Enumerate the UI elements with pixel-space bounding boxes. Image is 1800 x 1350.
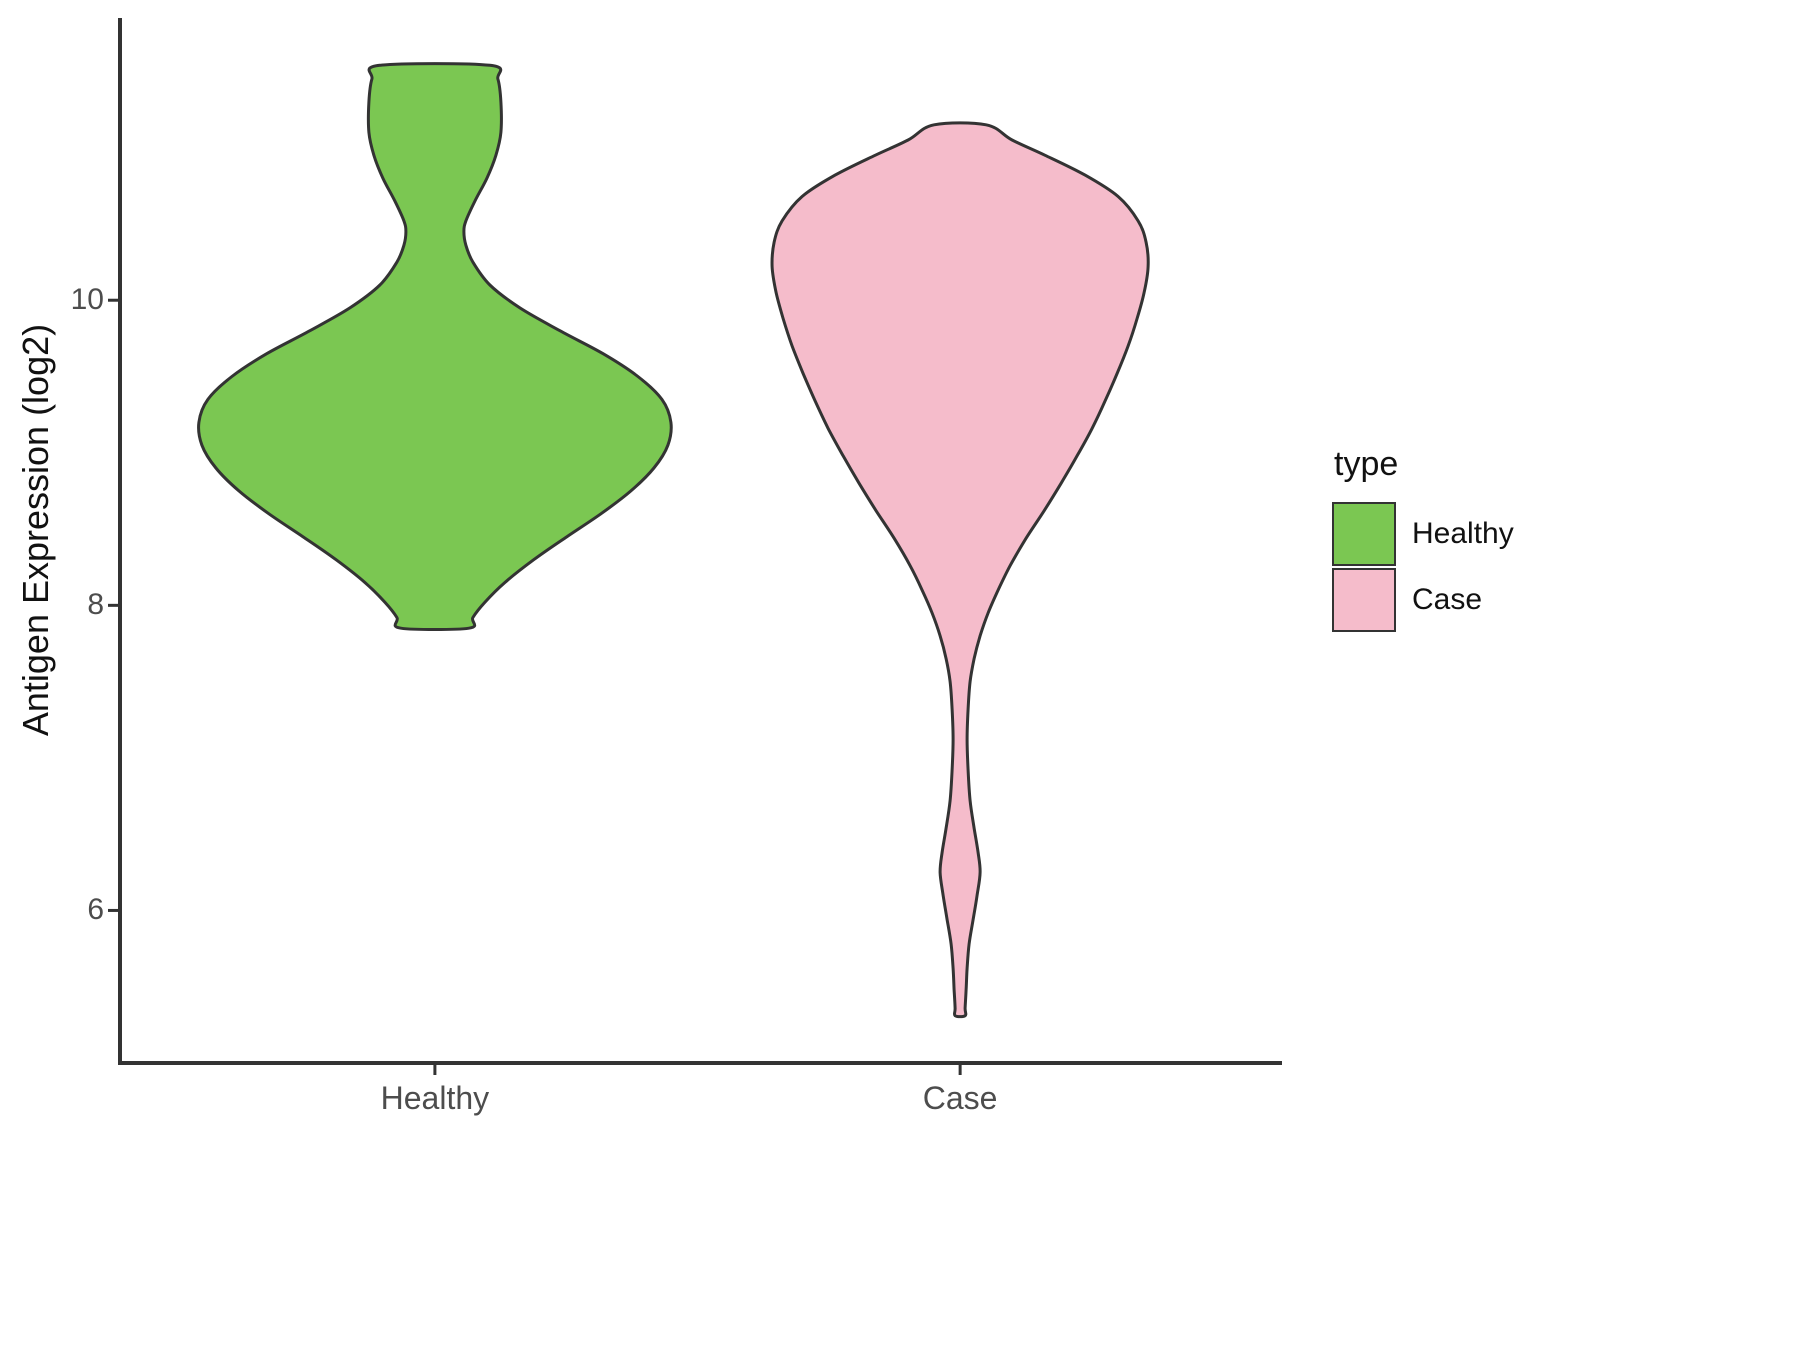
y-tick-label-10: 10: [70, 283, 104, 317]
legend-title: type: [1334, 445, 1399, 483]
legend-label-case: Case: [1412, 583, 1483, 616]
legend-item-case: Case: [1332, 568, 1514, 632]
y-axis-title: Antigen Expression (log2): [15, 323, 56, 737]
axis-lines: [118, 18, 1282, 1065]
legend-swatch-case: [1332, 568, 1396, 632]
violin-case: [770, 121, 1150, 1019]
x-category-label-case: Case: [922, 1080, 998, 1116]
legend: type Healthy Case: [1332, 445, 1514, 634]
y-tick-label-8: 8: [87, 588, 104, 622]
legend-swatch-healthy: [1332, 502, 1396, 566]
y-tick-label-6: 6: [87, 893, 104, 927]
legend-item-healthy: Healthy: [1332, 502, 1514, 566]
legend-label-healthy: Healthy: [1412, 517, 1514, 550]
violin-healthy: [197, 62, 673, 632]
x-category-label-healthy: Healthy: [380, 1080, 490, 1116]
